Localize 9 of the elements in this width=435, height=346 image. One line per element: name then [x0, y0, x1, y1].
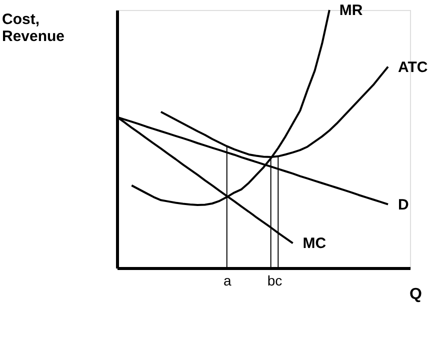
- series-label: ATC: [398, 58, 428, 76]
- series-label: D: [398, 196, 410, 214]
- x-tick-label: b: [267, 272, 276, 288]
- series-label: MC: [302, 235, 326, 252]
- series-label: MR: [339, 2, 363, 19]
- x-tick-label: a: [223, 272, 232, 288]
- x-axis-title: Q: [410, 286, 422, 303]
- x-tick-label: c: [275, 272, 282, 288]
- y-axis-title: Cost, Revenue: [2, 11, 65, 45]
